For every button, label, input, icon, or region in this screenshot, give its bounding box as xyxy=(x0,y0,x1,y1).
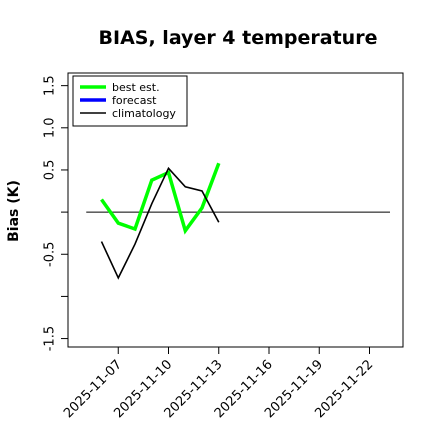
legend-label: forecast xyxy=(112,94,157,107)
y-tick-label: 1.5 xyxy=(43,75,58,96)
y-tick-label: 1.0 xyxy=(43,117,58,138)
legend-label: best est. xyxy=(112,81,160,94)
plot-frame xyxy=(67,72,404,348)
y-tick-label: -0.5 xyxy=(43,242,58,267)
x-axis: 2025-11-072025-11-102025-11-132025-11-16… xyxy=(61,347,376,421)
legend-label: climatology xyxy=(112,107,176,120)
chart-title: BIAS, layer 4 temperature xyxy=(99,27,378,49)
y-tick-label: -1.5 xyxy=(43,326,58,351)
y-axis: -1.5 -0.5 0.5 1.0 1.5 xyxy=(43,75,68,351)
y-axis-label: Bias (K) xyxy=(6,180,22,242)
series-line-climatology xyxy=(100,166,220,280)
y-tick-label: 0.5 xyxy=(43,160,58,181)
series-layer xyxy=(100,162,221,280)
series-line-best-est xyxy=(100,162,221,235)
